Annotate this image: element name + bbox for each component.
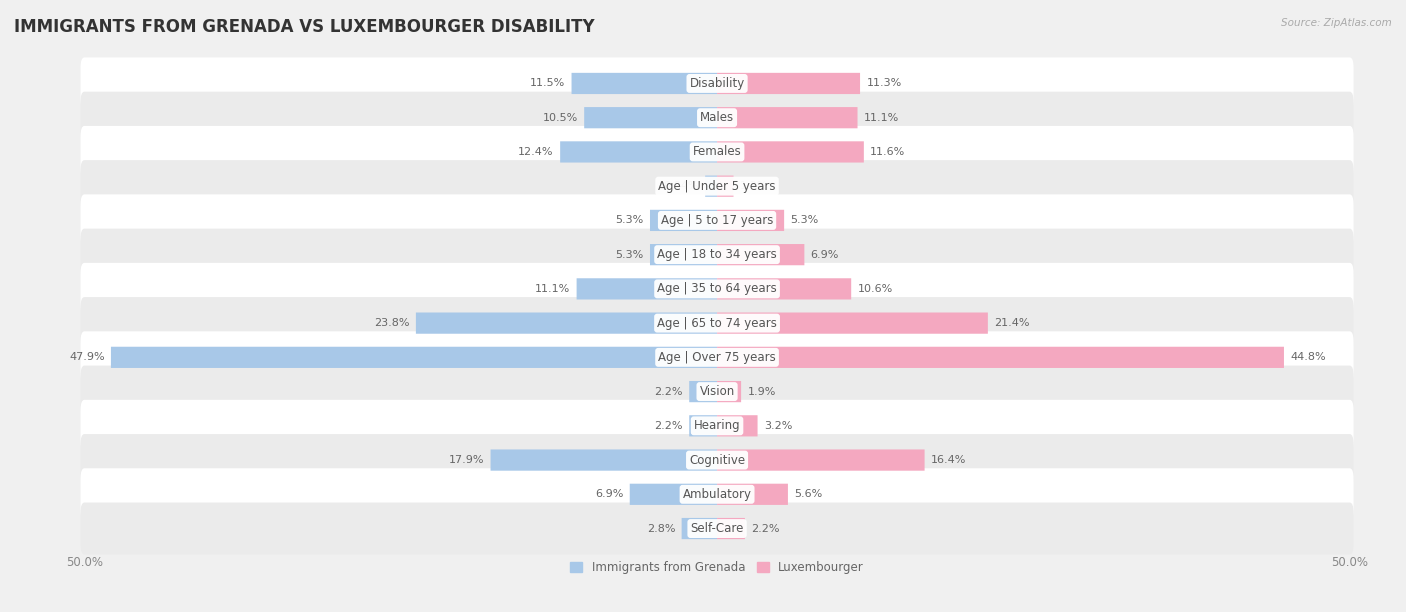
Text: 47.9%: 47.9%: [69, 353, 104, 362]
FancyBboxPatch shape: [717, 415, 758, 436]
FancyBboxPatch shape: [717, 449, 925, 471]
Text: 23.8%: 23.8%: [374, 318, 409, 328]
FancyBboxPatch shape: [717, 483, 787, 505]
FancyBboxPatch shape: [585, 107, 717, 129]
FancyBboxPatch shape: [689, 381, 717, 402]
FancyBboxPatch shape: [576, 278, 717, 299]
FancyBboxPatch shape: [630, 483, 717, 505]
FancyBboxPatch shape: [80, 434, 1354, 486]
FancyBboxPatch shape: [717, 518, 745, 539]
Text: 2.8%: 2.8%: [647, 523, 675, 534]
Text: 10.6%: 10.6%: [858, 284, 893, 294]
Text: 1.3%: 1.3%: [740, 181, 768, 191]
Text: Ambulatory: Ambulatory: [682, 488, 752, 501]
FancyBboxPatch shape: [717, 107, 858, 129]
Text: 44.8%: 44.8%: [1291, 353, 1326, 362]
FancyBboxPatch shape: [80, 502, 1354, 554]
FancyBboxPatch shape: [717, 141, 863, 163]
Text: 5.3%: 5.3%: [616, 215, 644, 225]
Text: 21.4%: 21.4%: [994, 318, 1029, 328]
FancyBboxPatch shape: [706, 176, 717, 197]
Text: 11.1%: 11.1%: [863, 113, 898, 122]
FancyBboxPatch shape: [717, 313, 988, 334]
FancyBboxPatch shape: [80, 297, 1354, 349]
Text: Age | 65 to 74 years: Age | 65 to 74 years: [657, 316, 778, 330]
FancyBboxPatch shape: [717, 176, 734, 197]
Text: 6.9%: 6.9%: [595, 490, 623, 499]
Text: 1.9%: 1.9%: [748, 387, 776, 397]
Text: Males: Males: [700, 111, 734, 124]
Text: 6.9%: 6.9%: [811, 250, 839, 259]
FancyBboxPatch shape: [111, 347, 717, 368]
FancyBboxPatch shape: [650, 210, 717, 231]
Text: 12.4%: 12.4%: [519, 147, 554, 157]
FancyBboxPatch shape: [80, 92, 1354, 144]
FancyBboxPatch shape: [717, 347, 1284, 368]
Text: 5.3%: 5.3%: [616, 250, 644, 259]
Text: Hearing: Hearing: [693, 419, 741, 432]
Text: 5.3%: 5.3%: [790, 215, 818, 225]
Text: 17.9%: 17.9%: [449, 455, 484, 465]
Text: Age | 5 to 17 years: Age | 5 to 17 years: [661, 214, 773, 227]
Text: 2.2%: 2.2%: [751, 523, 780, 534]
Text: 11.1%: 11.1%: [536, 284, 571, 294]
Text: Source: ZipAtlas.com: Source: ZipAtlas.com: [1281, 18, 1392, 28]
Text: Age | 18 to 34 years: Age | 18 to 34 years: [657, 248, 778, 261]
FancyBboxPatch shape: [80, 263, 1354, 315]
Text: Disability: Disability: [689, 77, 745, 90]
Text: Age | 35 to 64 years: Age | 35 to 64 years: [657, 282, 778, 296]
FancyBboxPatch shape: [80, 331, 1354, 383]
Text: Age | Under 5 years: Age | Under 5 years: [658, 180, 776, 193]
FancyBboxPatch shape: [717, 381, 741, 402]
FancyBboxPatch shape: [80, 229, 1354, 281]
FancyBboxPatch shape: [80, 468, 1354, 520]
Text: Self-Care: Self-Care: [690, 522, 744, 535]
Text: 10.5%: 10.5%: [543, 113, 578, 122]
FancyBboxPatch shape: [416, 313, 717, 334]
FancyBboxPatch shape: [80, 126, 1354, 178]
FancyBboxPatch shape: [689, 415, 717, 436]
FancyBboxPatch shape: [717, 244, 804, 265]
FancyBboxPatch shape: [80, 365, 1354, 417]
Text: 11.3%: 11.3%: [866, 78, 901, 89]
FancyBboxPatch shape: [571, 73, 717, 94]
Legend: Immigrants from Grenada, Luxembourger: Immigrants from Grenada, Luxembourger: [565, 557, 869, 579]
FancyBboxPatch shape: [80, 58, 1354, 110]
Text: 11.6%: 11.6%: [870, 147, 905, 157]
Text: Cognitive: Cognitive: [689, 453, 745, 466]
FancyBboxPatch shape: [491, 449, 717, 471]
FancyBboxPatch shape: [717, 210, 785, 231]
FancyBboxPatch shape: [80, 400, 1354, 452]
FancyBboxPatch shape: [560, 141, 717, 163]
FancyBboxPatch shape: [650, 244, 717, 265]
FancyBboxPatch shape: [717, 73, 860, 94]
Text: Vision: Vision: [699, 385, 735, 398]
FancyBboxPatch shape: [682, 518, 717, 539]
Text: IMMIGRANTS FROM GRENADA VS LUXEMBOURGER DISABILITY: IMMIGRANTS FROM GRENADA VS LUXEMBOURGER …: [14, 18, 595, 36]
Text: 2.2%: 2.2%: [654, 421, 683, 431]
Text: 11.5%: 11.5%: [530, 78, 565, 89]
Text: Females: Females: [693, 146, 741, 159]
Text: 3.2%: 3.2%: [763, 421, 792, 431]
Text: 0.94%: 0.94%: [664, 181, 699, 191]
Text: Age | Over 75 years: Age | Over 75 years: [658, 351, 776, 364]
Text: 5.6%: 5.6%: [794, 490, 823, 499]
Text: 2.2%: 2.2%: [654, 387, 683, 397]
FancyBboxPatch shape: [80, 195, 1354, 247]
FancyBboxPatch shape: [717, 278, 851, 299]
FancyBboxPatch shape: [80, 160, 1354, 212]
Text: 16.4%: 16.4%: [931, 455, 966, 465]
